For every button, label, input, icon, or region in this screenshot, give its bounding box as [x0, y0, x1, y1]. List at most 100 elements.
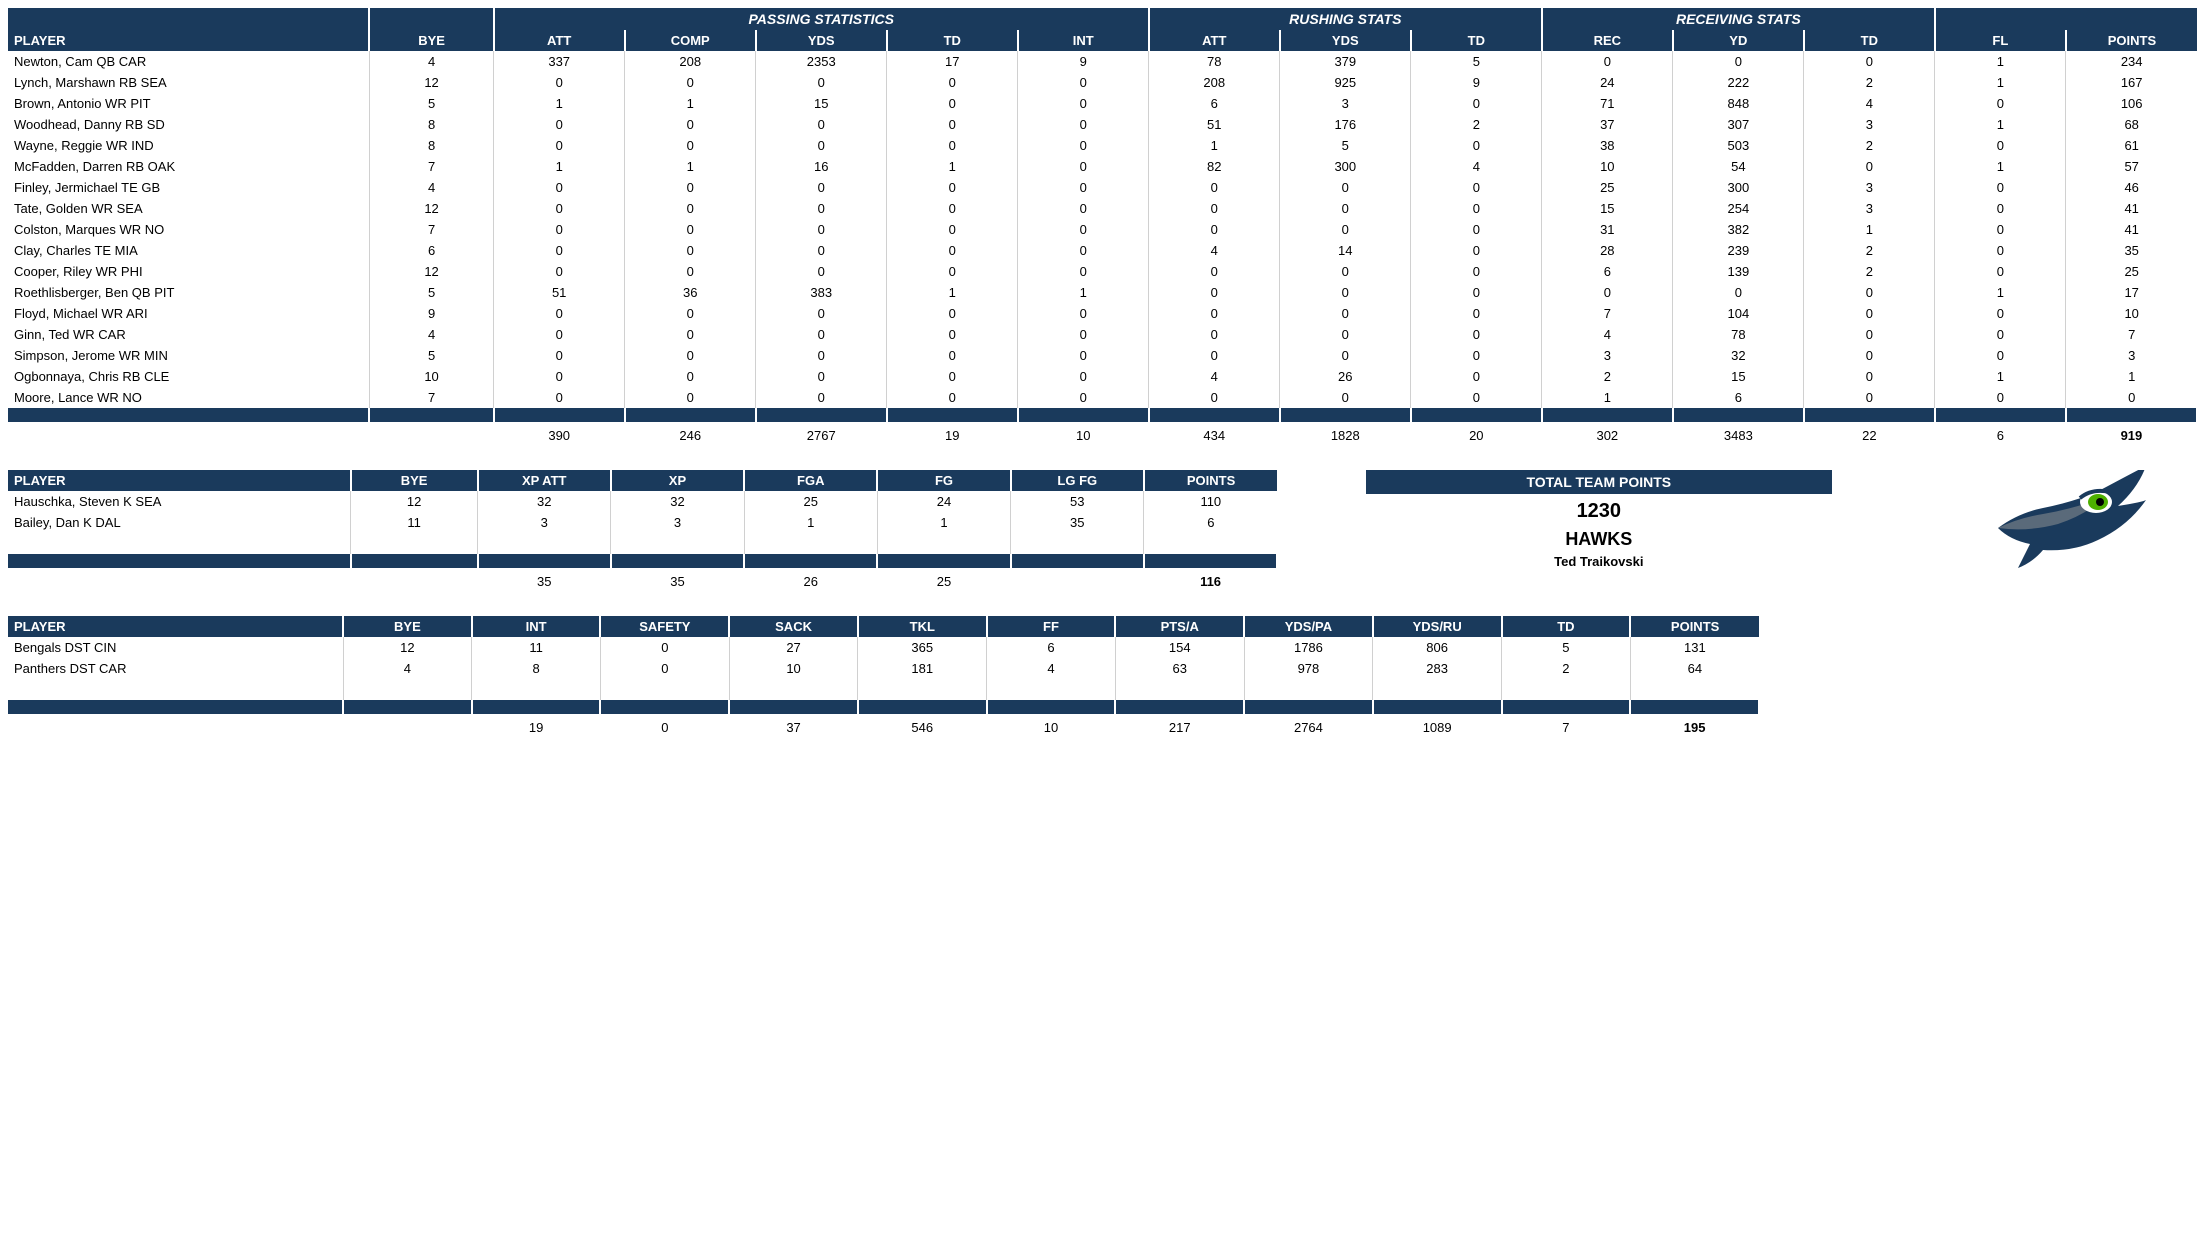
- cell: 0: [1935, 387, 2066, 408]
- cell: 14: [1280, 240, 1411, 261]
- cell: 4: [369, 51, 493, 72]
- cell: 0: [494, 114, 625, 135]
- cell: 6: [369, 240, 493, 261]
- cell: 0: [625, 324, 756, 345]
- group-header: PASSING STATISTICS: [494, 8, 1149, 30]
- total-cell: 919: [2066, 422, 2197, 446]
- total-cell: [1011, 568, 1144, 592]
- cell: 3: [611, 512, 744, 533]
- cell: 0: [625, 72, 756, 93]
- cell: 337: [494, 51, 625, 72]
- cell: 0: [1411, 345, 1542, 366]
- cell: 25: [2066, 261, 2197, 282]
- cell: 0: [1804, 345, 1935, 366]
- cell: 0: [494, 303, 625, 324]
- cell: 0: [1018, 135, 1149, 156]
- cell: Finley, Jermichael TE GB: [8, 177, 369, 198]
- cell: 0: [1411, 261, 1542, 282]
- cell: 0: [494, 366, 625, 387]
- cell: 300: [1280, 156, 1411, 177]
- col-header: BYE: [369, 30, 493, 51]
- total-cell: 10: [987, 714, 1116, 738]
- cell: 0: [1935, 219, 2066, 240]
- cell: 6: [1673, 387, 1804, 408]
- cell: 0: [1149, 177, 1280, 198]
- cell: 0: [1280, 282, 1411, 303]
- cell: 0: [1411, 324, 1542, 345]
- cell: 1: [625, 93, 756, 114]
- col-header: XP ATT: [478, 470, 611, 491]
- cell: 0: [887, 198, 1018, 219]
- table-row: Panthers DST CAR48010181463978283264: [8, 658, 1759, 679]
- total-cell: 3483: [1673, 422, 1804, 446]
- cell: Tate, Golden WR SEA: [8, 198, 369, 219]
- cell: 106: [2066, 93, 2197, 114]
- cell: 1: [1935, 72, 2066, 93]
- cell: 2: [1804, 72, 1935, 93]
- col-header: ATT: [1149, 30, 1280, 51]
- team-points-value: 1230: [1366, 494, 1832, 527]
- cell: 0: [1280, 387, 1411, 408]
- cell: 3: [1280, 93, 1411, 114]
- col-header: PLAYER: [8, 616, 343, 637]
- cell: 10: [369, 366, 493, 387]
- cell: 41: [2066, 198, 2197, 219]
- col-header: TD: [1411, 30, 1542, 51]
- col-header: BYE: [343, 616, 472, 637]
- table-row: Cooper, Riley WR PHI120000000061392025: [8, 261, 2197, 282]
- defense-table: PLAYERBYEINTSAFETYSACKTKLFFPTS/AYDS/PAYD…: [8, 616, 1760, 738]
- cell: 0: [1149, 324, 1280, 345]
- cell: 10: [1542, 156, 1673, 177]
- cell: 222: [1673, 72, 1804, 93]
- cell: 307: [1673, 114, 1804, 135]
- cell: 154: [1115, 637, 1244, 658]
- cell: 0: [1280, 219, 1411, 240]
- cell: 1: [1149, 135, 1280, 156]
- cell: 0: [600, 658, 729, 679]
- cell: 9: [369, 303, 493, 324]
- col-header: PLAYER: [8, 30, 369, 51]
- cell: 0: [1018, 345, 1149, 366]
- total-cell: 37: [729, 714, 858, 738]
- col-header: TD: [1502, 616, 1631, 637]
- totals-row: 390246276719104341828203023483226919: [8, 422, 2197, 446]
- cell: 6: [1149, 93, 1280, 114]
- cell: 0: [625, 345, 756, 366]
- cell: 8: [369, 114, 493, 135]
- col-header: LG FG: [1011, 470, 1144, 491]
- table-row: Ogbonnaya, Chris RB CLE10000004260215011: [8, 366, 2197, 387]
- table-row: Bailey, Dan K DAL113311356: [8, 512, 1277, 533]
- total-cell: [8, 568, 351, 592]
- cell: 10: [2066, 303, 2197, 324]
- cell: 0: [1804, 387, 1935, 408]
- cell: 4: [343, 658, 472, 679]
- cell: 383: [756, 282, 887, 303]
- total-cell: 1828: [1280, 422, 1411, 446]
- cell: 1: [1935, 366, 2066, 387]
- cell: Bailey, Dan K DAL: [8, 512, 351, 533]
- cell: 0: [1804, 156, 1935, 177]
- cell: 0: [1411, 198, 1542, 219]
- cell: 7: [369, 219, 493, 240]
- cell: 27: [729, 637, 858, 658]
- total-cell: 2764: [1244, 714, 1373, 738]
- cell: 3: [1804, 177, 1935, 198]
- cell: 0: [887, 324, 1018, 345]
- col-header: FF: [987, 616, 1116, 637]
- cell: 4: [369, 177, 493, 198]
- cell: 4: [1149, 240, 1280, 261]
- total-cell: 10: [1018, 422, 1149, 446]
- cell: 32: [611, 491, 744, 512]
- cell: 2353: [756, 51, 887, 72]
- cell: 1: [887, 282, 1018, 303]
- cell: 12: [369, 261, 493, 282]
- cell: 0: [756, 366, 887, 387]
- cell: 0: [600, 637, 729, 658]
- cell: Wayne, Reggie WR IND: [8, 135, 369, 156]
- cell: 0: [1411, 177, 1542, 198]
- cell: 0: [756, 324, 887, 345]
- cell: 0: [756, 219, 887, 240]
- total-cell: 35: [478, 568, 611, 592]
- cell: 1: [625, 156, 756, 177]
- total-cell: 390: [494, 422, 625, 446]
